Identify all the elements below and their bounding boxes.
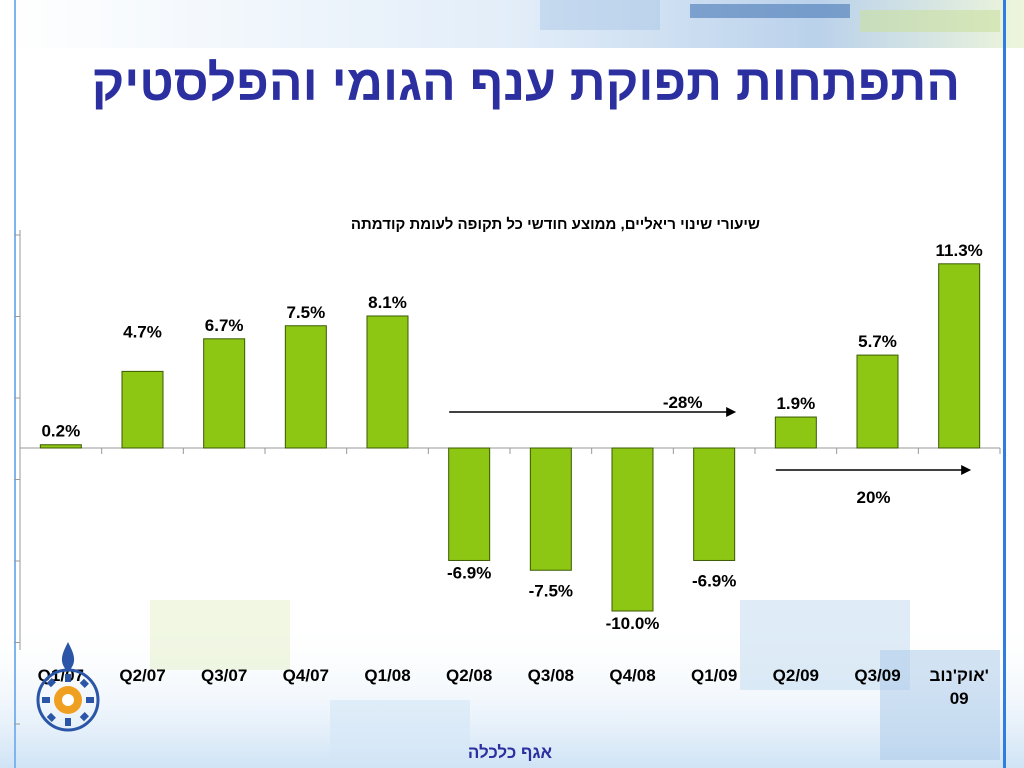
x-tick-label: Q1/08	[364, 666, 410, 685]
arrow-decline-head	[726, 407, 737, 417]
manufacturers-association-logo	[36, 642, 100, 732]
chart-title: שיעורי שינוי ריאליים, ממוצע חודשי כל תקו…	[350, 216, 760, 233]
data-label: -6.9%	[447, 563, 491, 582]
x-tick-label: Q4/08	[609, 666, 655, 685]
bar	[39, 444, 82, 449]
data-label: 11.3%	[936, 241, 983, 260]
data-label: -6.9%	[692, 571, 736, 590]
bar	[366, 315, 409, 449]
x-tick-label: Q2/09	[773, 666, 819, 685]
right-accent-line	[1003, 0, 1006, 768]
data-label: -7.5%	[529, 581, 573, 600]
arrow-recovery-head	[961, 465, 972, 475]
bar	[611, 447, 654, 612]
bar	[693, 447, 736, 561]
x-tick-label: Q1/09	[691, 666, 737, 685]
data-label: 5.7%	[858, 332, 897, 351]
annotation-decline-label: -28%	[663, 393, 703, 412]
bar	[448, 447, 491, 561]
bar	[284, 325, 327, 449]
bar	[774, 416, 817, 449]
footer-department: אגף כלכלה	[467, 743, 553, 762]
x-tick-label: Q3/08	[528, 666, 574, 685]
x-tick-label: Q4/07	[283, 666, 329, 685]
data-label: 7.5%	[286, 303, 325, 322]
x-tick-label: Q3/07	[201, 666, 247, 685]
data-label: 1.9%	[776, 394, 815, 413]
x-tick-label: Q2/08	[446, 666, 492, 685]
bar	[529, 447, 572, 571]
data-label: 8.1%	[368, 293, 407, 312]
annotation-recovery-label: 20%	[856, 488, 890, 507]
x-tick-label: Q3/09	[854, 666, 900, 685]
slide-title: התפתחות תפוקת ענף הגומי והפלסטיק	[91, 55, 960, 111]
x-tick-label: אוק'נוב'	[930, 666, 989, 685]
bar	[121, 370, 164, 449]
left-accent-line	[14, 0, 16, 768]
data-label: 0.2%	[41, 422, 80, 441]
bar	[938, 263, 981, 449]
x-tick-label: Q2/07	[119, 666, 165, 685]
bar	[203, 338, 246, 449]
x-tick-label: 09	[950, 689, 969, 708]
bar	[856, 354, 899, 449]
data-label: 4.7%	[123, 322, 162, 341]
data-label: 6.7%	[205, 316, 244, 335]
data-label: -10.0%	[606, 614, 660, 633]
